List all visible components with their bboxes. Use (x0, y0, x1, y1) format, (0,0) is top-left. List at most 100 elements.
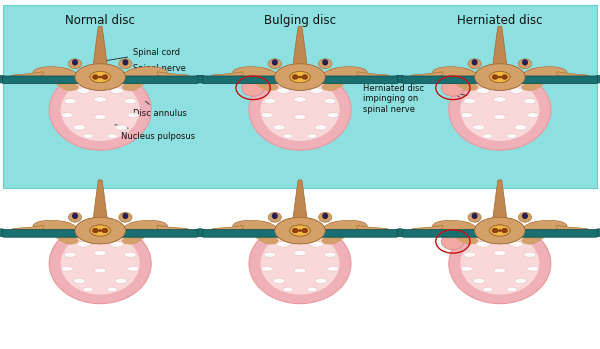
Ellipse shape (468, 213, 481, 222)
Text: Normal disc: Normal disc (65, 14, 135, 27)
Ellipse shape (90, 72, 110, 83)
Ellipse shape (98, 229, 102, 232)
Ellipse shape (472, 59, 478, 66)
Ellipse shape (128, 79, 145, 87)
Ellipse shape (498, 76, 502, 78)
Ellipse shape (527, 113, 539, 118)
Ellipse shape (92, 228, 98, 233)
Ellipse shape (124, 252, 136, 258)
Polygon shape (293, 180, 307, 220)
Ellipse shape (322, 83, 338, 91)
Ellipse shape (53, 70, 70, 78)
Ellipse shape (530, 72, 547, 80)
Ellipse shape (529, 77, 546, 85)
Ellipse shape (292, 75, 298, 80)
Ellipse shape (298, 76, 302, 78)
Ellipse shape (98, 229, 102, 232)
Ellipse shape (283, 134, 293, 138)
Ellipse shape (449, 223, 551, 304)
Ellipse shape (249, 223, 351, 304)
Ellipse shape (292, 228, 298, 233)
Ellipse shape (262, 83, 278, 91)
Ellipse shape (518, 213, 532, 222)
Ellipse shape (53, 224, 70, 231)
Ellipse shape (254, 77, 271, 85)
Ellipse shape (510, 242, 523, 247)
Ellipse shape (458, 235, 475, 243)
Ellipse shape (54, 77, 71, 85)
Ellipse shape (515, 279, 527, 283)
Ellipse shape (494, 268, 506, 273)
Ellipse shape (102, 228, 108, 233)
Ellipse shape (256, 233, 272, 240)
Ellipse shape (128, 233, 145, 240)
Ellipse shape (528, 68, 545, 75)
Ellipse shape (125, 81, 142, 89)
Ellipse shape (529, 231, 546, 238)
Ellipse shape (56, 79, 73, 87)
Ellipse shape (268, 213, 281, 222)
Ellipse shape (298, 76, 302, 78)
Ellipse shape (122, 83, 139, 91)
Ellipse shape (328, 79, 344, 87)
Ellipse shape (115, 125, 127, 130)
Ellipse shape (502, 75, 508, 80)
Ellipse shape (442, 233, 464, 250)
Ellipse shape (273, 279, 285, 283)
Ellipse shape (502, 228, 508, 233)
Ellipse shape (92, 75, 98, 80)
Ellipse shape (55, 221, 72, 229)
Ellipse shape (527, 79, 544, 87)
Ellipse shape (319, 59, 332, 69)
Ellipse shape (461, 113, 473, 118)
Ellipse shape (55, 68, 72, 75)
Ellipse shape (102, 75, 108, 80)
Ellipse shape (452, 226, 469, 233)
Ellipse shape (498, 76, 502, 78)
Ellipse shape (72, 213, 78, 219)
Ellipse shape (329, 231, 346, 238)
Polygon shape (207, 225, 243, 233)
FancyBboxPatch shape (202, 230, 398, 237)
Ellipse shape (530, 224, 547, 231)
Ellipse shape (107, 288, 118, 292)
Ellipse shape (522, 59, 528, 66)
Ellipse shape (83, 288, 94, 292)
Ellipse shape (493, 251, 506, 255)
Ellipse shape (260, 79, 340, 141)
Ellipse shape (490, 225, 510, 236)
Polygon shape (493, 180, 507, 220)
Ellipse shape (92, 228, 98, 233)
Ellipse shape (307, 134, 317, 138)
Ellipse shape (61, 232, 140, 295)
Ellipse shape (523, 67, 567, 82)
Ellipse shape (122, 237, 139, 245)
Ellipse shape (33, 67, 77, 82)
Ellipse shape (77, 242, 90, 247)
Ellipse shape (53, 72, 70, 80)
Ellipse shape (315, 279, 327, 283)
Ellipse shape (73, 125, 85, 130)
Ellipse shape (49, 70, 151, 150)
Ellipse shape (75, 217, 125, 244)
Ellipse shape (262, 113, 272, 118)
Ellipse shape (110, 88, 124, 94)
Ellipse shape (277, 242, 290, 247)
Ellipse shape (461, 266, 473, 271)
Ellipse shape (272, 59, 278, 66)
Ellipse shape (292, 228, 298, 233)
Ellipse shape (283, 288, 293, 292)
Ellipse shape (322, 83, 332, 88)
Ellipse shape (518, 59, 532, 69)
Ellipse shape (75, 64, 125, 90)
Ellipse shape (455, 79, 472, 87)
Ellipse shape (506, 288, 517, 292)
Ellipse shape (53, 226, 70, 233)
Ellipse shape (294, 114, 306, 119)
Ellipse shape (59, 81, 76, 89)
Ellipse shape (475, 217, 525, 244)
Ellipse shape (302, 75, 308, 80)
Ellipse shape (128, 221, 145, 229)
Ellipse shape (90, 225, 110, 236)
Ellipse shape (256, 79, 272, 87)
